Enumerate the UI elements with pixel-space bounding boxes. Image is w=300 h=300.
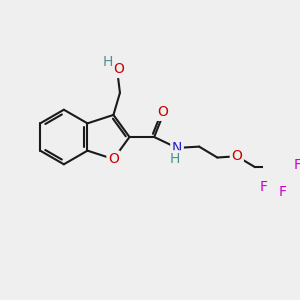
Text: F: F xyxy=(294,158,300,172)
Text: F: F xyxy=(260,180,268,194)
Text: H: H xyxy=(102,55,112,69)
Text: F: F xyxy=(278,184,286,199)
Text: O: O xyxy=(157,105,168,119)
Text: O: O xyxy=(231,149,242,163)
Text: H: H xyxy=(170,152,180,166)
Text: N: N xyxy=(172,141,182,155)
Text: O: O xyxy=(113,62,124,76)
Text: O: O xyxy=(108,152,119,166)
